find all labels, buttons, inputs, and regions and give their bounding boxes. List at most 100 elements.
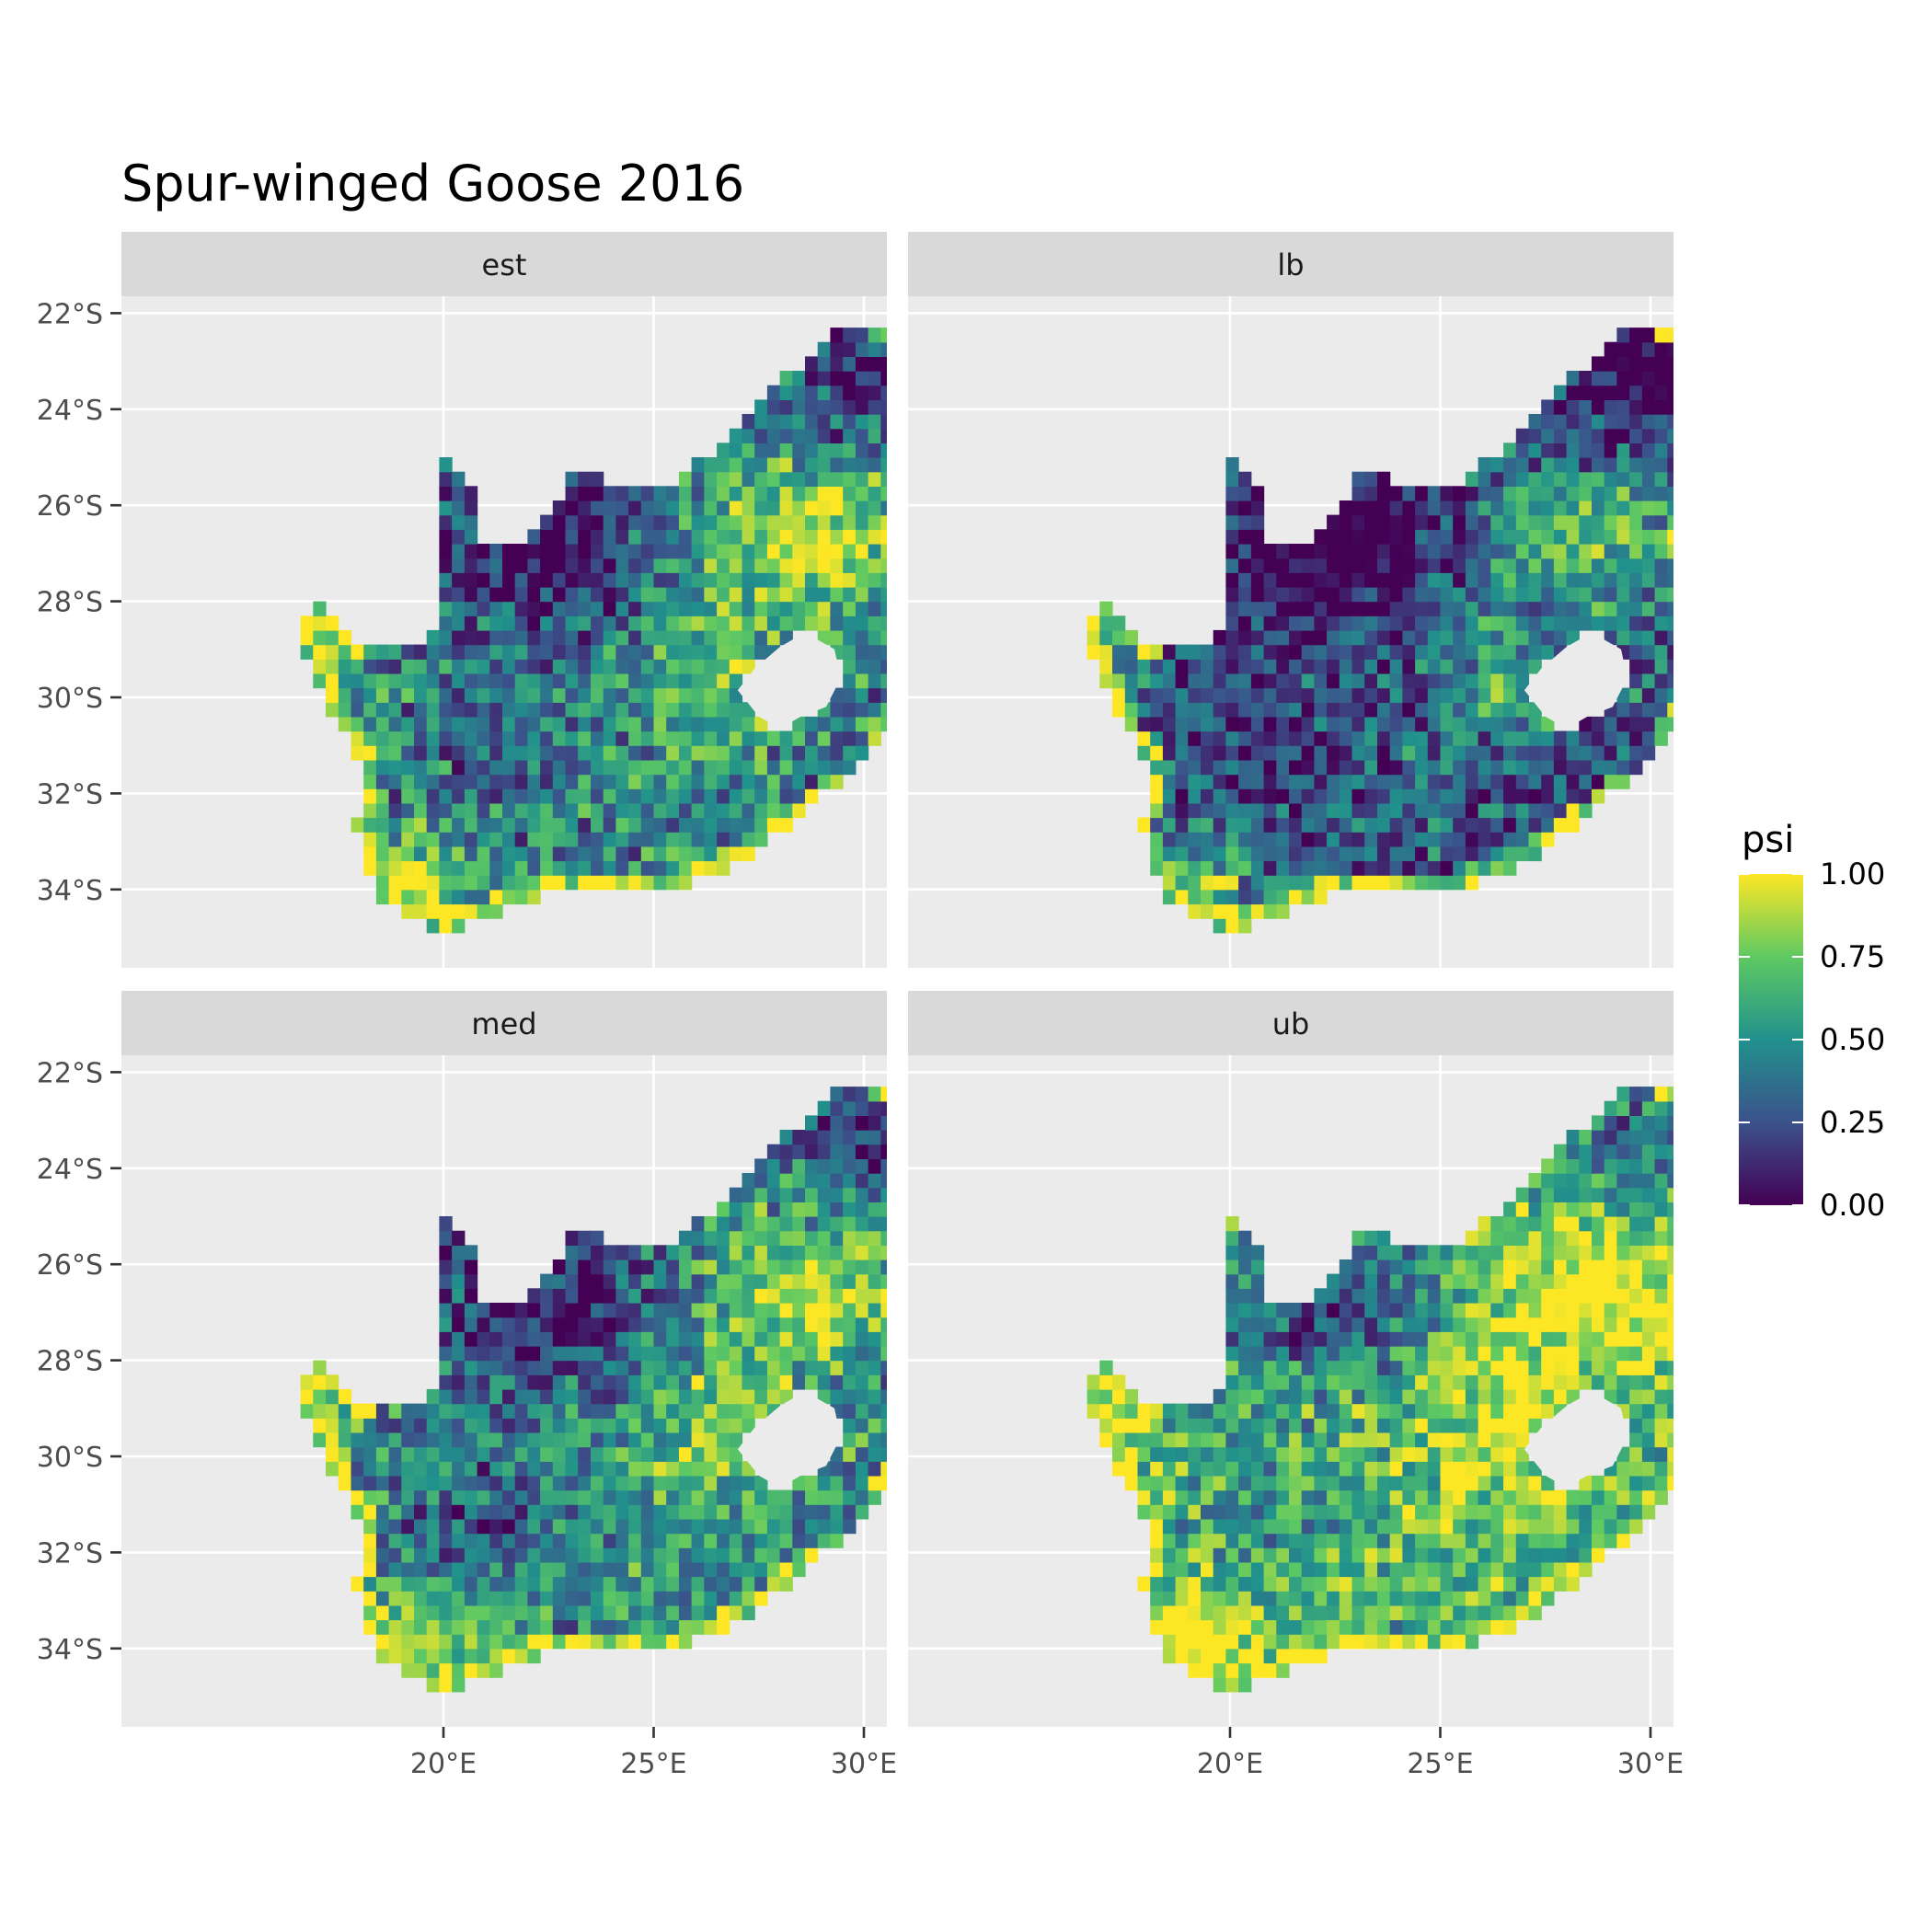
- psi-cell: [1503, 1489, 1517, 1505]
- psi-cell: [1490, 457, 1504, 473]
- psi-cell: [779, 1230, 793, 1246]
- psi-cell: [1427, 1245, 1442, 1260]
- psi-cell: [1693, 1374, 1706, 1389]
- psi-cell: [766, 1259, 781, 1275]
- psi-cell: [1592, 1374, 1605, 1390]
- psi-cell: [1225, 673, 1239, 689]
- psi-cell: [363, 1504, 377, 1520]
- psi-cell: [1213, 788, 1226, 804]
- psi-cell: [640, 774, 655, 789]
- psi-cell: [717, 1216, 730, 1232]
- psi-cell: [1402, 1446, 1416, 1462]
- psi-cell: [1490, 817, 1504, 833]
- psi-cell: [477, 1403, 490, 1419]
- psi-cell: [1515, 471, 1530, 487]
- psi-cell: [843, 1489, 857, 1505]
- psi-cell: [653, 745, 667, 761]
- psi-cell: [540, 1273, 554, 1289]
- psi-cell: [1364, 875, 1378, 891]
- psi-cell: [1427, 514, 1442, 530]
- psi-cell: [1654, 629, 1668, 646]
- psi-cell: [653, 788, 667, 804]
- psi-cell: [729, 730, 743, 746]
- psi-cell: [464, 1360, 478, 1375]
- psi-cell: [1213, 860, 1226, 876]
- psi-cell: [1112, 659, 1126, 674]
- psi-cell: [514, 1533, 528, 1548]
- psi-cell: [1351, 500, 1365, 516]
- psi-cell: [1503, 1317, 1517, 1332]
- psi-cell: [1667, 1360, 1673, 1375]
- psi-cell: [1402, 659, 1416, 674]
- psi-cell: [1453, 817, 1466, 833]
- psi-cell: [855, 328, 869, 343]
- psi-cell: [1641, 1504, 1656, 1520]
- psi-cell: [1314, 1604, 1328, 1621]
- psi-cell: [691, 1475, 705, 1491]
- psi-cell: [439, 1576, 453, 1592]
- psi-cell: [766, 1273, 781, 1289]
- psi-cell: [1693, 1432, 1706, 1447]
- psi-cell: [1364, 1432, 1378, 1448]
- psi-cell: [1515, 745, 1530, 761]
- psi-cell: [1339, 1518, 1353, 1535]
- psi-cell: [1276, 1446, 1290, 1462]
- psi-cell: [1351, 832, 1365, 847]
- psi-cell: [351, 659, 364, 674]
- psi-cell: [868, 1144, 881, 1159]
- psi-cell: [464, 558, 478, 573]
- psi-cell: [1641, 328, 1656, 343]
- psi-cell: [401, 1504, 415, 1520]
- psi-cell: [439, 1561, 453, 1578]
- psi-cell: [1213, 687, 1226, 703]
- psi-cell: [502, 702, 516, 718]
- facet-panels: est22°S24°S26°S28°S30°S32°S34°Slbmed22°S…: [37, 232, 1706, 1780]
- psi-cell: [1641, 1230, 1656, 1246]
- psi-cell: [1327, 629, 1340, 646]
- psi-cell: [666, 1403, 680, 1419]
- psi-cell: [1213, 802, 1226, 819]
- psi-cell: [1162, 1432, 1177, 1448]
- psi-cell: [1339, 716, 1353, 732]
- psi-cell: [1680, 443, 1693, 457]
- psi-cell: [666, 1604, 680, 1621]
- psi-cell: [489, 673, 503, 689]
- psi-cell: [1377, 1403, 1391, 1419]
- psi-cell: [817, 1202, 831, 1217]
- psi-cell: [414, 903, 428, 919]
- psi-cell: [766, 428, 781, 443]
- psi-cell: [817, 1345, 831, 1362]
- psi-cell: [1137, 1418, 1151, 1433]
- psi-cell: [855, 745, 869, 761]
- psi-cell: [792, 443, 806, 458]
- psi-cell: [1515, 1533, 1530, 1548]
- psi-cell: [591, 1245, 604, 1260]
- psi-cell: [1175, 817, 1189, 833]
- psi-cell: [1327, 644, 1340, 660]
- psi-cell: [754, 601, 768, 616]
- psi-cell: [1175, 889, 1189, 905]
- psi-cell: [1263, 1303, 1277, 1318]
- psi-cell: [1515, 1303, 1530, 1318]
- psi-cell: [717, 845, 730, 862]
- psi-cell: [1415, 1403, 1429, 1419]
- psi-cell: [591, 1576, 604, 1592]
- psi-cell: [893, 1173, 906, 1188]
- psi-cell: [1465, 817, 1479, 833]
- psi-cell: [1592, 1245, 1605, 1260]
- psi-cell: [779, 1245, 793, 1260]
- psi-cell: [565, 1518, 579, 1535]
- psi-cell: [1099, 1360, 1113, 1375]
- psi-cell: [1693, 572, 1706, 587]
- psi-cell: [1213, 1518, 1226, 1535]
- psi-cell: [805, 1374, 819, 1390]
- psi-cell: [1137, 644, 1151, 660]
- psi-cell: [1592, 1317, 1605, 1332]
- psi-cell: [717, 1403, 730, 1419]
- psi-cell: [868, 1259, 881, 1275]
- psi-cell: [375, 889, 390, 905]
- psi-cell: [855, 457, 869, 473]
- psi-cell: [1137, 673, 1151, 689]
- psi-cell: [805, 1345, 819, 1362]
- psi-cell: [1667, 500, 1673, 516]
